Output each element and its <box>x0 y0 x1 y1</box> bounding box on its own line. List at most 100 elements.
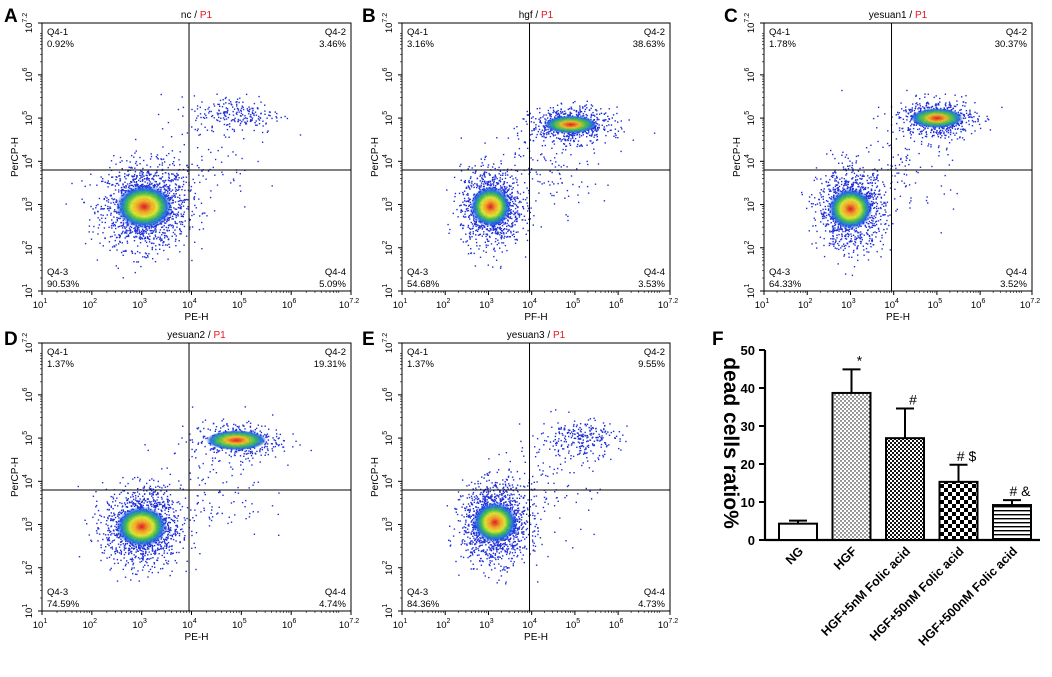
event-dot <box>476 184 478 186</box>
event-dot <box>881 248 883 250</box>
event-dot <box>167 227 169 229</box>
event-dot <box>122 254 124 256</box>
event-dot <box>572 102 574 104</box>
event-dot <box>507 194 509 197</box>
event-dot <box>561 139 563 141</box>
event-dot <box>596 139 598 141</box>
event-dot <box>581 132 584 134</box>
event-dot <box>166 186 168 188</box>
event-dot <box>570 112 573 115</box>
event-dot <box>159 229 162 231</box>
quadrant-q4-pct: 3.53% <box>638 279 665 290</box>
event-dot <box>464 204 466 206</box>
event-dot <box>204 109 207 111</box>
event-dot <box>201 248 203 250</box>
event-dot <box>558 114 560 116</box>
event-dot <box>152 231 155 233</box>
event-dot <box>486 184 489 186</box>
event-dot <box>179 194 181 196</box>
event-dot <box>168 174 170 176</box>
event-dot <box>871 226 873 228</box>
event-dot <box>844 184 846 186</box>
event-dot <box>479 245 481 247</box>
event-dot <box>211 114 214 117</box>
event-dot <box>136 230 139 232</box>
event-dot <box>154 261 157 263</box>
event-dot <box>163 249 165 252</box>
event-dot <box>596 113 598 115</box>
event-dot <box>507 196 510 198</box>
event-dot <box>145 241 148 244</box>
event-dot <box>495 185 497 187</box>
event-dot <box>606 125 608 127</box>
event-dot <box>549 114 551 116</box>
event-dot <box>111 176 114 178</box>
event-dot <box>871 240 873 243</box>
event-dot <box>107 180 109 182</box>
event-dot <box>485 246 488 248</box>
event-dot <box>109 206 111 208</box>
event-dot <box>169 216 172 218</box>
event-dot <box>179 197 181 199</box>
event-dot <box>872 173 874 175</box>
event-dot <box>590 116 592 118</box>
event-dot <box>267 130 269 132</box>
event-dot <box>226 108 229 110</box>
event-dot <box>250 116 252 118</box>
event-dot <box>829 184 831 186</box>
event-dot <box>582 107 584 109</box>
event-dot <box>147 256 149 258</box>
event-dot <box>104 181 106 183</box>
panel-letter: A <box>4 6 18 27</box>
event-dot <box>120 221 123 224</box>
event-dot <box>510 199 512 201</box>
event-dot <box>174 222 177 224</box>
event-dot <box>848 186 850 189</box>
event-dot <box>504 223 506 225</box>
event-dot <box>573 132 575 135</box>
event-dot <box>538 128 541 131</box>
event-dot <box>452 212 454 215</box>
event-dot <box>193 182 196 184</box>
event-dot <box>114 246 116 248</box>
event-dot <box>124 231 126 233</box>
event-dot <box>486 181 488 183</box>
event-dot <box>121 160 123 162</box>
event-dot <box>609 129 611 132</box>
event-dot <box>131 154 133 157</box>
event-dot <box>590 135 593 137</box>
event-dot <box>510 232 512 234</box>
event-dot <box>483 226 486 228</box>
event-dot <box>218 103 220 106</box>
event-dot <box>205 117 208 119</box>
event-dot <box>560 166 562 168</box>
event-dot <box>580 145 582 147</box>
event-dot <box>496 183 499 185</box>
event-dot <box>487 264 489 266</box>
event-dot <box>561 152 563 154</box>
event-dot <box>833 230 835 232</box>
x-tick-label: 106 <box>609 298 624 311</box>
event-dot <box>526 239 529 242</box>
event-dot <box>502 172 504 175</box>
event-dot <box>495 182 498 184</box>
event-dot <box>551 171 553 174</box>
event-dot <box>535 136 537 139</box>
event-dot <box>509 197 511 200</box>
event-dot <box>114 234 116 236</box>
event-dot <box>538 118 540 120</box>
event-dot <box>550 115 552 118</box>
event-dot <box>174 183 177 185</box>
event-dot <box>600 112 603 114</box>
event-dot <box>474 182 476 185</box>
event-dot <box>170 136 173 138</box>
event-dot <box>180 203 183 205</box>
event-dot <box>852 182 855 184</box>
event-dot <box>543 114 545 116</box>
event-dot <box>242 119 244 121</box>
event-dot <box>130 181 132 183</box>
event-dot <box>512 205 514 207</box>
event-dot <box>563 135 565 137</box>
event-dot <box>476 186 478 189</box>
event-dot <box>504 174 507 176</box>
